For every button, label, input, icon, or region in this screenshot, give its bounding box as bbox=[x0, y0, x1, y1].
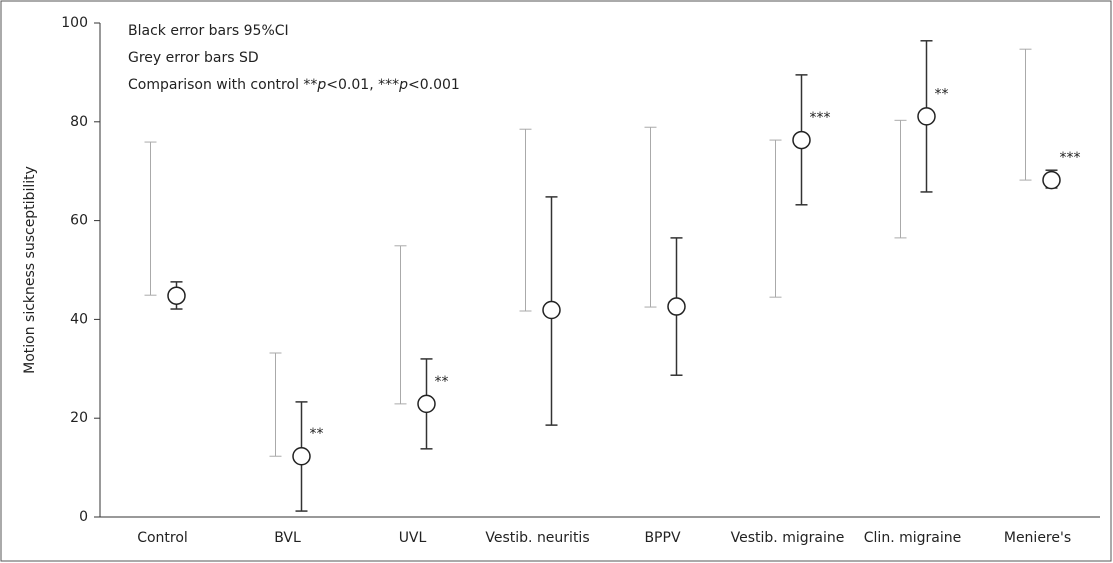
x-tick-label: Control bbox=[137, 530, 188, 546]
legend-part: <0.01, *** bbox=[326, 77, 399, 93]
legend-part: <0.001 bbox=[408, 77, 460, 93]
x-tick-label: Meniere's bbox=[1004, 530, 1071, 546]
legend-text: Comparison with control **p<0.01, ***p<0… bbox=[128, 77, 460, 93]
x-tick-label: UVL bbox=[399, 530, 427, 546]
mean-marker bbox=[917, 107, 936, 126]
x-tick-label: Vestib. migraine bbox=[731, 530, 845, 546]
legend-part: Comparison with control ** bbox=[128, 77, 317, 93]
legend-text: Black error bars 95%CI bbox=[128, 23, 289, 39]
significance-label: *** bbox=[1060, 150, 1081, 166]
mean-marker bbox=[792, 130, 811, 150]
mean-marker bbox=[667, 297, 686, 316]
x-tick-label: Vestib. neuritis bbox=[485, 530, 589, 546]
y-tick-label: 60 bbox=[70, 213, 88, 229]
x-tick-label: BPPV bbox=[644, 530, 680, 546]
y-tick-label: 80 bbox=[70, 114, 88, 130]
x-tick-label: BVL bbox=[274, 530, 301, 546]
legend-part: p bbox=[316, 77, 326, 93]
y-tick-label: 0 bbox=[79, 509, 88, 525]
significance-label: ** bbox=[935, 86, 949, 102]
significance-label: ** bbox=[310, 426, 324, 442]
x-tick-label: Clin. migraine bbox=[864, 530, 961, 546]
significance-label: *** bbox=[810, 110, 831, 126]
significance-label: ** bbox=[435, 374, 449, 390]
mean-marker bbox=[167, 286, 186, 305]
mean-marker bbox=[542, 300, 561, 320]
mean-marker bbox=[417, 394, 436, 414]
y-tick-label: 20 bbox=[70, 410, 88, 426]
y-tick-label: 100 bbox=[61, 15, 88, 31]
mean-marker bbox=[292, 446, 311, 466]
legend-text: Grey error bars SD bbox=[128, 50, 259, 66]
legend-part: p bbox=[398, 77, 408, 93]
mean-marker bbox=[1042, 170, 1061, 190]
y-tick-label: 40 bbox=[70, 311, 88, 327]
y-axis-label: Motion sickness susceptibility bbox=[22, 166, 38, 374]
